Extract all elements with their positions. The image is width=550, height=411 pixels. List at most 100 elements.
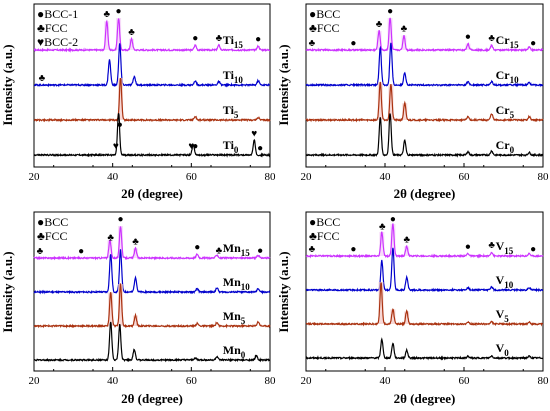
series-V10 [305,247,544,293]
phase-marker: ♥ [188,141,194,152]
legend-entry: ♣FCC [309,21,340,35]
legend-entry: ♣FCC [309,229,340,243]
legend-entry: ●BCC-1 [37,7,78,21]
peak-shade [107,240,113,258]
x-tick-label: 40 [380,375,392,387]
x-tick-label: 80 [265,375,277,387]
x-tick-label: 20 [301,171,313,183]
series-label: Cr5 [496,103,515,120]
x-tick-label: 60 [459,171,471,183]
series-label: Mn10 [223,275,251,292]
phase-marker: ● [255,34,261,45]
phase-marker: ● [78,246,84,257]
series-label: Ti5 [223,103,239,120]
peak-shade [118,284,124,326]
phase-marker: ♣ [309,38,316,49]
series-Ti10 [33,43,271,88]
peak-shade [401,35,407,50]
phase-marker: ♣ [216,33,223,44]
phase-marker: ● [350,244,356,255]
phase-marker: ● [530,38,536,49]
phase-marker: ♥ [251,128,257,139]
peak-shade [404,311,410,324]
series-V15 [305,223,544,259]
x-tick-label: 40 [107,375,119,387]
x-tick-label: 60 [459,375,471,387]
series-Mn0 [33,321,271,363]
x-tick-label: 80 [265,171,277,183]
x-axis-label: 2θ (degree) [394,391,456,406]
series-label: V0 [496,341,510,358]
peak-shade [132,315,138,326]
phase-marker: ♣ [488,240,495,251]
phase-marker: ● [116,6,122,17]
series-label: Mn15 [223,241,251,258]
peak-shade [104,21,110,50]
phase-marker: ♥ [113,141,119,152]
legend-entry: ♣FCC [37,21,68,35]
x-axis-label: 2θ (degree) [394,186,456,201]
series-label: V10 [496,273,514,290]
series-label: Ti0 [223,138,239,155]
phase-marker: ♣ [376,19,383,30]
series-Ti15 [33,18,270,53]
peak-shade [465,43,471,50]
phase-marker: ● [192,33,198,44]
legend-entry: ●BCC [309,7,340,21]
phase-marker: ♣ [37,246,44,257]
x-tick-label: 20 [301,375,313,387]
plot-frame [305,211,544,372]
plot-frame [33,211,271,372]
phase-marker: ● [257,245,263,256]
legend-entry: ♥BCC-2 [37,35,78,49]
series-label: Ti15 [223,33,244,50]
phase-marker: ● [257,143,263,154]
series-label: Mn5 [223,309,246,326]
phase-marker: ● [387,6,393,17]
series-label: Ti10 [223,68,244,85]
peak-shade [108,292,114,326]
series-Ti0 [33,113,271,158]
x-tick-label: 40 [380,171,392,183]
series-Cr15 [305,17,544,53]
x-tick-label: 40 [107,171,119,183]
peak-shade [377,82,383,120]
peak-shade [388,84,394,120]
peak-shade [116,18,122,50]
x-tick-label: 80 [538,375,550,387]
peak-shade [387,18,393,50]
peak-shade [379,232,385,256]
phase-marker: ● [117,119,123,130]
series-Mn15 [33,226,271,261]
y-axis-label: Intensity (a.u.) [0,251,15,332]
series-label: Cr0 [496,138,515,155]
phase-marker: ● [350,38,356,49]
x-tick-label: 80 [538,171,550,183]
series-V5 [305,282,544,327]
phase-marker: ♣ [128,27,135,38]
series-label: V5 [496,307,510,324]
y-axis-label: Intensity (a.u.) [276,251,291,332]
phase-marker: ● [118,214,124,225]
series-Cr0 [305,113,544,158]
phase-marker: ♣ [132,236,139,247]
phase-marker: ● [194,242,200,253]
y-axis-label: Intensity (a.u.) [276,44,291,125]
y-axis-label: Intensity (a.u.) [0,44,15,125]
peak-shade [118,226,124,258]
phase-marker: ♣ [403,234,410,245]
x-axis-label: 2θ (degree) [121,391,183,406]
x-axis-label: 2θ (degree) [121,186,183,201]
peak-shade [402,103,408,120]
xrd-panel-a: 20 40 60 80 Intensity (a.u.) 2θ (degree) ●BCC-… [0,3,277,201]
phase-marker: ● [192,141,198,152]
series-label: Cr15 [496,33,519,50]
legend-entry: ●BCC [309,215,340,229]
phase-marker: ● [465,32,471,43]
peak-shade [404,246,410,256]
phase-marker: ♣ [39,73,46,84]
series-Mn10 [33,249,271,295]
phase-marker: ♣ [379,221,386,232]
legend-entry: ●BCC [37,215,68,229]
peak-shade [129,38,135,50]
